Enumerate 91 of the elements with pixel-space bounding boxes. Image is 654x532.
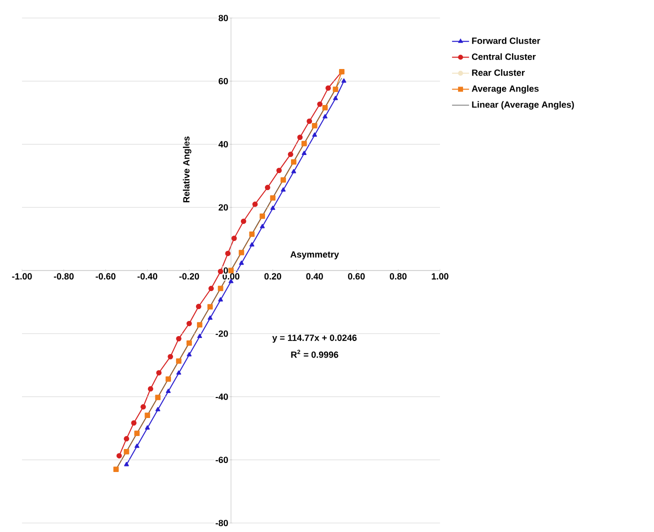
point (124, 462, 129, 466)
point (341, 78, 346, 83)
point (249, 232, 255, 237)
point (302, 150, 307, 155)
point (186, 352, 192, 356)
point (231, 236, 237, 241)
point (208, 286, 214, 292)
point (145, 425, 150, 430)
point (260, 214, 266, 219)
point (176, 358, 182, 364)
point (124, 448, 130, 454)
point (124, 436, 130, 442)
y-tick-label: 80 (218, 14, 228, 22)
x-tick-label: 1.00 (432, 273, 448, 280)
point (166, 376, 171, 382)
point (186, 320, 192, 326)
x-axis-title: Asymmetry (290, 251, 339, 260)
annotation: y = 114.77x + 0.0246 (272, 334, 357, 343)
y-tick-label: -20 (216, 330, 228, 337)
point (317, 101, 323, 107)
x-tick-label: 0.60 (348, 273, 365, 280)
point (207, 304, 213, 310)
y-tick-label: -60 (216, 456, 228, 464)
point (225, 250, 231, 256)
point (332, 86, 338, 92)
point (131, 420, 137, 426)
point (155, 407, 160, 412)
point (196, 304, 202, 310)
y-tick-label: 60 (218, 78, 228, 84)
point (276, 168, 282, 174)
legend-label: Forward Cluster (472, 37, 540, 44)
y-tick-label: -40 (216, 394, 228, 400)
point (280, 187, 286, 192)
point (176, 370, 182, 375)
point (140, 404, 146, 410)
legend-label: Rear Cluster (472, 69, 525, 76)
point (208, 315, 212, 320)
point (148, 386, 154, 392)
y-tick-label: 0 (224, 267, 228, 274)
point (144, 412, 150, 418)
point (134, 430, 140, 436)
point (291, 169, 296, 174)
point (312, 132, 317, 137)
x-tick-label: -0.60 (96, 273, 116, 280)
point (325, 85, 331, 91)
point (240, 218, 246, 224)
point (252, 202, 258, 207)
point (322, 114, 328, 118)
point (270, 206, 276, 210)
x-tick-label: -1.00 (12, 273, 32, 280)
point (155, 394, 161, 400)
point (250, 242, 254, 247)
point (301, 140, 307, 146)
x-tick-label: -0.80 (54, 273, 74, 280)
x-tick-label: -0.20 (179, 273, 200, 280)
point (176, 336, 182, 342)
annotation: R$^{2}$ = 0.9996 (291, 350, 338, 358)
point (196, 322, 202, 328)
point (239, 260, 244, 265)
legend-label: Linear (Average Angles) (472, 101, 574, 110)
point (113, 466, 119, 472)
y-tick-label: -80 (216, 520, 228, 526)
point (270, 195, 276, 201)
point (333, 96, 338, 100)
point (291, 159, 296, 165)
point (312, 122, 318, 128)
point (218, 268, 224, 274)
point (156, 370, 162, 376)
point (186, 340, 192, 346)
point (218, 297, 223, 302)
x-tick-label: 0.20 (264, 273, 282, 280)
point (197, 334, 202, 338)
point (168, 354, 174, 360)
point (306, 118, 312, 124)
point (264, 184, 270, 190)
legend-label: Average Angles (472, 85, 539, 94)
point (116, 453, 122, 458)
x-tick-label: -0.40 (138, 273, 158, 280)
point (166, 388, 171, 393)
point (134, 444, 140, 448)
y-tick-label: 20 (218, 204, 228, 211)
point (288, 152, 294, 158)
legend-label: Central Cluster (472, 53, 536, 60)
y-tick-label: 40 (218, 141, 228, 148)
y-axis-title: Relative Angles (182, 136, 192, 202)
x-tick-label: 0.80 (390, 273, 407, 280)
point (280, 177, 286, 183)
point (322, 104, 328, 110)
point (297, 134, 303, 140)
point (260, 224, 265, 228)
x-tick-label: 0.40 (306, 273, 323, 280)
